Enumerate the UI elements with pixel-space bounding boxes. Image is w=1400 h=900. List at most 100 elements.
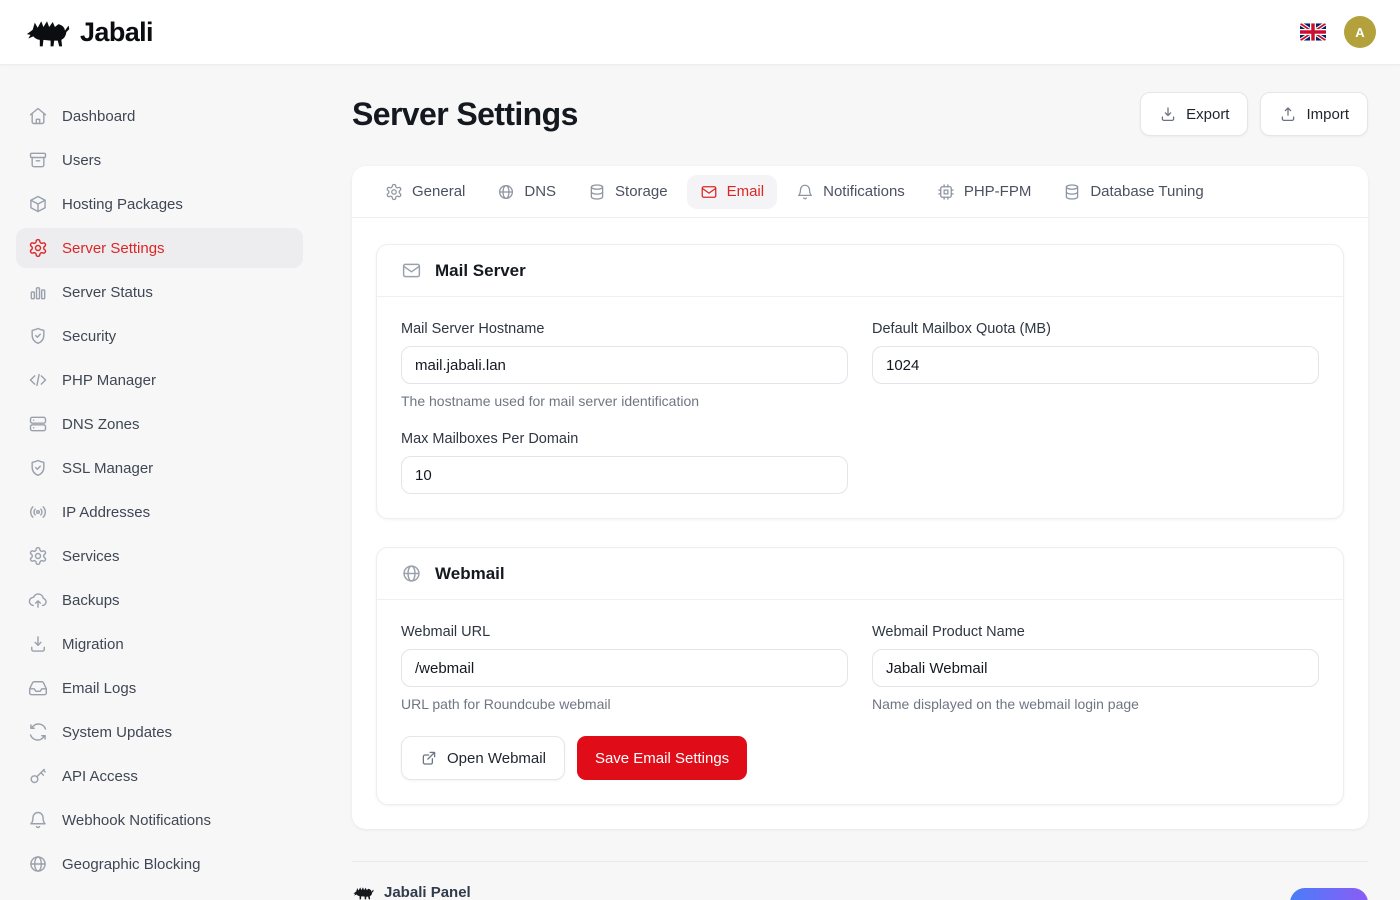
button-label: Open Webmail: [447, 749, 546, 767]
page-title: Server Settings: [352, 95, 578, 132]
footer-brand-label: Jabali Panel: [384, 884, 471, 900]
sidebar-item-geographic-blocking[interactable]: Geographic Blocking: [16, 844, 303, 884]
sidebar-item-services[interactable]: Services: [16, 536, 303, 576]
sidebar-item-label: Dashboard: [62, 107, 136, 125]
sidebar-item-ip-addresses[interactable]: IP Addresses: [16, 492, 303, 532]
field-label: Default Mailbox Quota (MB): [872, 321, 1051, 337]
mail-server-hostname-field: Mail Server Hostname The hostname used fo…: [401, 321, 848, 409]
home-icon: [29, 107, 47, 125]
app-body: Dashboard Users Hosting Packages Server Set…: [0, 64, 1400, 900]
cards-container: Mail Server Mail Server Hostname The hostn…: [352, 218, 1368, 829]
card-actions: Open Webmail Save Email Settings: [401, 736, 1319, 780]
card-body: Webmail URL URL path for Roundcube webmai…: [377, 600, 1343, 804]
settings-icon: [386, 183, 402, 200]
sidebar-item-email-logs[interactable]: Email Logs: [16, 668, 303, 708]
server-icon: [29, 416, 47, 432]
card-header: Mail Server: [377, 245, 1343, 297]
sidebar-item-migration[interactable]: Migration: [16, 624, 303, 664]
webmail-url-input[interactable]: [401, 649, 848, 687]
webmail-url-field: Webmail URL URL path for Roundcube webmai…: [401, 624, 848, 712]
sidebar-item-label: IP Addresses: [62, 503, 151, 521]
import-icon: [1282, 107, 1295, 122]
sidebar-item-webhook-notifications[interactable]: Webhook Notifications: [16, 800, 303, 840]
globe-icon: [403, 565, 420, 582]
boar-logo-small-icon: [353, 887, 374, 900]
tab-label: Email: [726, 183, 765, 200]
tab-database-tuning[interactable]: Database Tuning: [1050, 175, 1216, 209]
cpu-icon: [938, 183, 954, 200]
field-label: Max Mailboxes Per Domain: [401, 431, 579, 447]
sidebar-item-label: Backups: [62, 591, 120, 609]
tab-label: Notifications: [823, 183, 905, 200]
default-mailbox-quota-mb-input[interactable]: [872, 346, 1319, 384]
tab-label: Database Tuning: [1090, 183, 1204, 200]
field-label: Webmail URL: [401, 624, 491, 640]
uk-flag-icon[interactable]: [1300, 23, 1326, 41]
sidebar-item-system-updates[interactable]: System Updates: [16, 712, 303, 752]
external-link-icon: [422, 751, 436, 765]
sidebar-item-label: Webhook Notifications: [62, 811, 211, 829]
export-icon-wrap: [1159, 105, 1177, 123]
sidebar-item-server-settings[interactable]: Server Settings: [16, 228, 303, 268]
tab-storage[interactable]: Storage: [575, 175, 681, 209]
sidebar-item-label: PHP Manager: [62, 371, 156, 389]
save-email-settings-button[interactable]: Save Email Settings: [576, 736, 748, 780]
sidebar-item-backups[interactable]: Backups: [16, 580, 303, 620]
globe-icon: [30, 856, 46, 872]
import-button[interactable]: Import: [1260, 92, 1368, 136]
sidebar-item-users[interactable]: Users: [16, 140, 303, 180]
topbar-right: A: [1300, 16, 1376, 48]
import-button-label: Import: [1306, 105, 1349, 123]
card-header: Webmail: [377, 548, 1343, 600]
tab-general[interactable]: General: [372, 175, 478, 209]
boar-logo-icon: [26, 21, 70, 47]
tab-notifications[interactable]: Notifications: [783, 175, 918, 209]
header-actions: Export Import: [1140, 92, 1368, 136]
radio-icon: [30, 506, 46, 518]
footer-cta-button[interactable]: [1290, 888, 1368, 900]
package-icon: [30, 195, 46, 213]
field-label: Mail Server Hostname: [401, 321, 545, 337]
sidebar-item-label: Server Status: [62, 283, 153, 301]
bell-icon: [30, 811, 46, 829]
download-icon: [31, 636, 45, 652]
sidebar-item-label: Security: [62, 327, 117, 345]
tab-email[interactable]: Email: [686, 174, 778, 209]
webmail-product-name-input[interactable]: [872, 649, 1319, 687]
sidebar-item-label: Users: [62, 151, 102, 169]
sidebar-item-hosting-packages[interactable]: Hosting Packages: [16, 184, 303, 224]
open-webmail-button[interactable]: Open Webmail: [401, 736, 565, 780]
bell-icon: [798, 184, 813, 199]
sidebar-item-api-access[interactable]: API Access: [16, 756, 303, 796]
mail-server-hostname-input[interactable]: [401, 346, 848, 384]
card-title: Webmail: [435, 563, 505, 583]
main-content: Server Settings Export Import General DNS…: [320, 64, 1400, 900]
page-header: Server Settings Export Import: [352, 92, 1368, 136]
button-label: Save Email Settings: [594, 749, 730, 767]
sidebar-item-ssl-manager[interactable]: SSL Manager: [16, 448, 303, 488]
field-helper-text: The hostname used for mail server identi…: [401, 393, 700, 409]
settings-icon: [29, 546, 47, 566]
sidebar-item-dns-zones[interactable]: DNS Zones: [16, 404, 303, 444]
sidebar-item-php-manager[interactable]: PHP Manager: [16, 360, 303, 400]
code-icon: [29, 373, 47, 387]
max-mailboxes-per-domain-input[interactable]: [401, 456, 848, 494]
sidebar-item-label: Services: [62, 547, 120, 565]
field-helper-text: Name displayed on the webmail login page: [872, 696, 1139, 712]
avatar[interactable]: A: [1344, 16, 1376, 48]
sidebar-item-label: Server Settings: [62, 239, 165, 257]
tab-label: General: [412, 183, 466, 200]
settings-panel: General DNS Storage Email Notifications PHP-F…: [352, 166, 1368, 829]
tab-bar: General DNS Storage Email Notifications PHP-F…: [352, 166, 1368, 218]
tab-php-fpm[interactable]: PHP-FPM: [924, 175, 1045, 209]
card-body: Mail Server Hostname The hostname used fo…: [377, 297, 1343, 518]
cloud-upload-icon: [28, 593, 47, 608]
shield-check-icon: [31, 459, 45, 477]
sidebar-item-server-status[interactable]: Server Status: [16, 272, 303, 312]
tab-dns[interactable]: DNS: [484, 175, 569, 209]
export-button[interactable]: Export: [1140, 92, 1249, 136]
mail-server-card: Mail Server Mail Server Hostname The hostn…: [376, 244, 1344, 519]
sidebar-item-dashboard[interactable]: Dashboard: [16, 96, 303, 136]
sidebar-item-security[interactable]: Security: [16, 316, 303, 356]
